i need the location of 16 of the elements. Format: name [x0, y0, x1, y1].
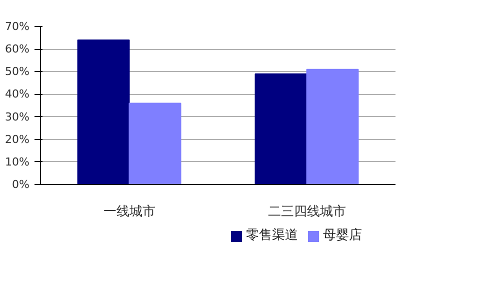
y-tick-label: 0%: [12, 178, 30, 191]
y-tick-label: 10%: [5, 155, 30, 168]
bar: [254, 73, 308, 184]
legend-label: 母婴店: [323, 227, 362, 245]
y-tick-label: 70%: [5, 20, 30, 33]
y-tick-label: 20%: [5, 132, 30, 146]
x-tick-label: 二三四线城市: [268, 204, 346, 220]
bar: [128, 102, 182, 184]
x-tick-label: 一线城市: [103, 204, 156, 220]
y-tick-label: 50%: [5, 65, 30, 78]
legend-label: 零售渠道: [246, 227, 298, 245]
y-tick-label: 40%: [5, 88, 30, 101]
y-tick-label: 60%: [5, 42, 30, 56]
bar: [306, 68, 359, 184]
y-tick-label: 30%: [5, 110, 30, 124]
bar: [77, 40, 130, 184]
